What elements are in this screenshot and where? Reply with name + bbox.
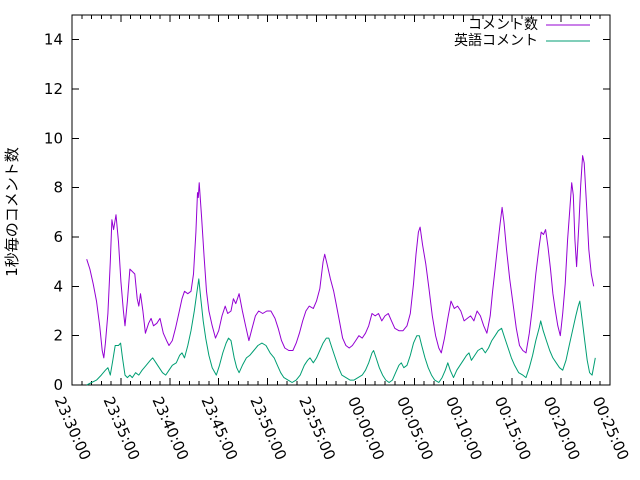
y-tick-label: 0	[53, 376, 63, 394]
y-tick-label: 12	[44, 80, 63, 98]
series-line-1	[86, 278, 596, 386]
x-tick-label: 23:45:00	[197, 394, 241, 463]
x-tick-label: 00:05:00	[393, 394, 437, 463]
series-line-0	[86, 155, 595, 359]
y-tick-label: 2	[53, 327, 63, 345]
x-tick-label: 23:35:00	[100, 394, 144, 463]
x-tick-label: 23:40:00	[149, 394, 193, 463]
legend: コメント数 英語コメント	[454, 17, 590, 49]
y-tick-label: 4	[53, 277, 63, 295]
x-tick-label: 00:15:00	[491, 394, 535, 463]
x-tick-label: 00:20:00	[540, 394, 584, 463]
y-tick-label: 6	[53, 228, 63, 246]
x-tick-label: 00:25:00	[589, 394, 633, 463]
x-tick-label: 23:50:00	[246, 394, 290, 463]
y-tick-label: 10	[44, 129, 63, 147]
series-lines	[86, 155, 596, 386]
legend-label-english-comments: 英語コメント	[454, 32, 538, 49]
y-tick-label: 14	[44, 31, 63, 49]
x-tick-label: 00:00:00	[344, 394, 388, 463]
y-tick-label: 8	[53, 179, 63, 197]
plot-border	[71, 14, 611, 386]
x-tick-label: 00:10:00	[442, 394, 486, 463]
x-tick-label: 23:30:00	[51, 394, 95, 463]
y-axis-title: 1秒毎のコメント数	[3, 147, 21, 277]
x-tick-label: 23:55:00	[295, 394, 339, 463]
legend-label-comments: コメント数	[468, 17, 538, 33]
axes: 23:30:00 23:35:00 23:40:00 23:45:00 23:50:00…	[44, 14, 633, 463]
